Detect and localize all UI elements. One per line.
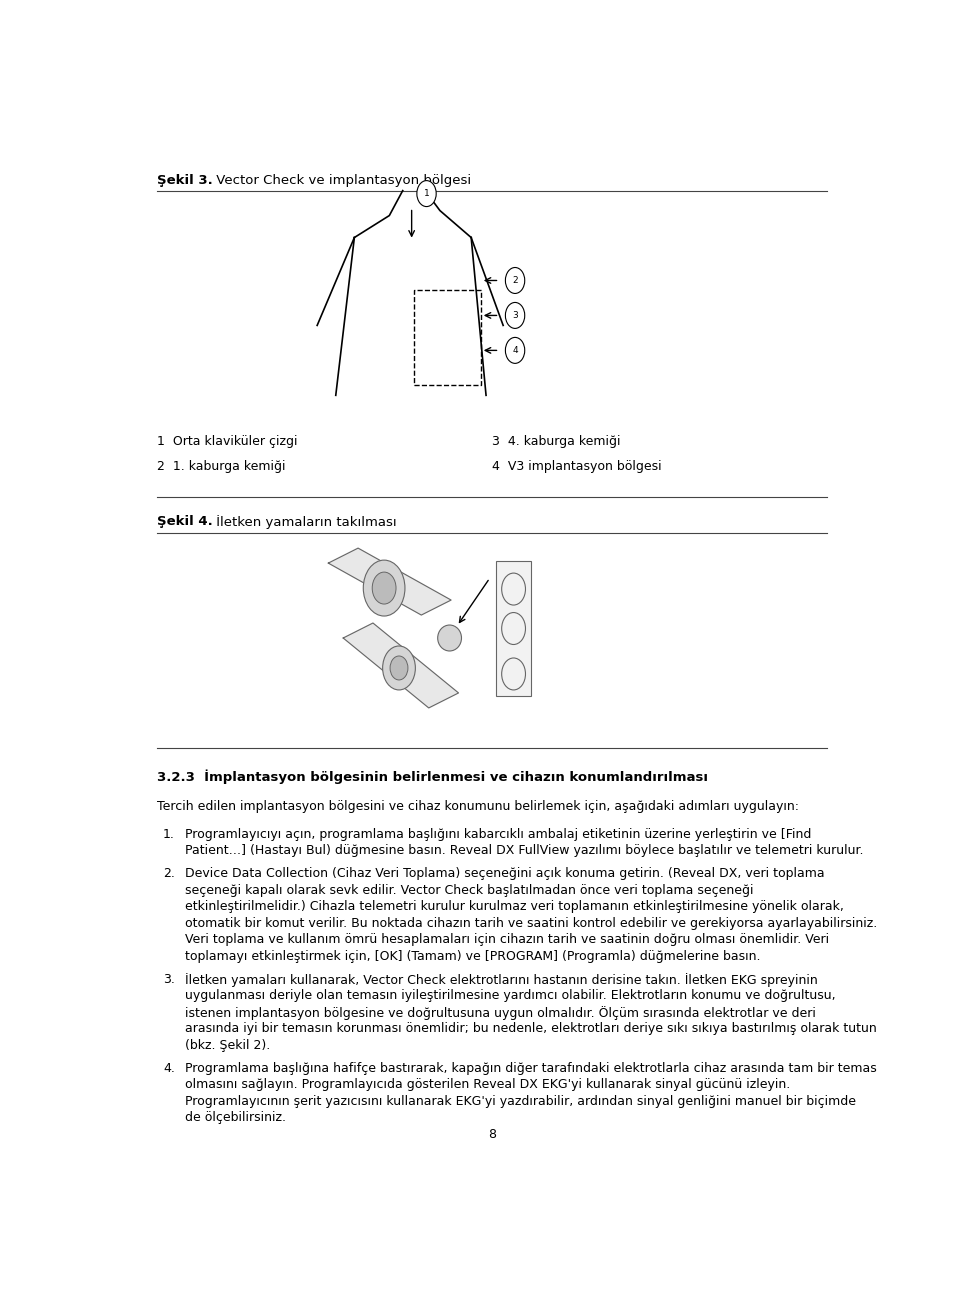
- Text: etkinleştirilmelidir.) Cihazla telemetri kurulur kurulmaz veri toplamanın etkinl: etkinleştirilmelidir.) Cihazla telemetri…: [185, 900, 845, 913]
- Polygon shape: [328, 549, 451, 615]
- Text: Veri toplama ve kullanım ömrü hesaplamaları için cihazın tarih ve saatinin doğru: Veri toplama ve kullanım ömrü hesaplamal…: [185, 934, 829, 947]
- Circle shape: [383, 646, 416, 690]
- Text: de ölçebilirsiniz.: de ölçebilirsiniz.: [185, 1112, 286, 1124]
- Text: 3  4. kaburga kemiği: 3 4. kaburga kemiği: [492, 436, 620, 449]
- Text: 1  Orta klaviküler çizgi: 1 Orta klaviküler çizgi: [157, 436, 298, 449]
- Circle shape: [390, 656, 408, 680]
- Text: Programlayıcıyı açın, programlama başlığını kabarcıklı ambalaj etiketinin üzerin: Programlayıcıyı açın, programlama başlığ…: [185, 827, 812, 840]
- Circle shape: [505, 337, 525, 363]
- Text: 1: 1: [423, 189, 429, 198]
- Text: 3.: 3.: [163, 973, 175, 986]
- Text: Şekil 4.: Şekil 4.: [157, 515, 213, 528]
- Text: 2  1. kaburga kemiği: 2 1. kaburga kemiği: [157, 460, 286, 473]
- Text: Tercih edilen implantasyon bölgesini ve cihaz konumunu belirlemek için, aşağıdak: Tercih edilen implantasyon bölgesini ve …: [157, 800, 799, 813]
- Text: Şekil 3.: Şekil 3.: [157, 174, 213, 187]
- Text: istenen implantasyon bölgesine ve doğrultusuna uygun olmalıdır. Ölçüm sırasında : istenen implantasyon bölgesine ve doğrul…: [185, 1005, 816, 1019]
- Circle shape: [505, 267, 525, 293]
- Circle shape: [363, 560, 405, 616]
- Text: 2.: 2.: [163, 868, 175, 881]
- Text: 4: 4: [513, 346, 517, 355]
- Text: 3: 3: [513, 311, 518, 320]
- Text: Vector Check ve implantasyon bölgesi: Vector Check ve implantasyon bölgesi: [211, 174, 470, 187]
- Circle shape: [417, 180, 436, 206]
- Text: 4.: 4.: [163, 1062, 175, 1075]
- Text: arasında iyi bir temasın korunması önemlidir; bu nedenle, elektrotları deriye sı: arasında iyi bir temasın korunması öneml…: [185, 1022, 877, 1035]
- Text: 2: 2: [513, 276, 517, 285]
- Text: 3.2.3  İmplantasyon bölgesinin belirlenmesi ve cihazın konumlandırılması: 3.2.3 İmplantasyon bölgesinin belirlenme…: [157, 770, 708, 785]
- Text: Programlama başlığına hafifçe bastırarak, kapağın diğer tarafındaki elektrotlarl: Programlama başlığına hafifçe bastırarak…: [185, 1062, 877, 1075]
- FancyBboxPatch shape: [495, 562, 532, 696]
- Polygon shape: [344, 623, 459, 708]
- Text: (bkz. Şekil 2).: (bkz. Şekil 2).: [185, 1039, 271, 1052]
- Text: seçeneği kapalı olarak sevk edilir. Vector Check başlatılmadan önce veri toplama: seçeneği kapalı olarak sevk edilir. Vect…: [185, 883, 754, 896]
- Text: olmasını sağlayın. Programlayıcıda gösterilen Reveal DX EKG'yi kullanarak sinyal: olmasını sağlayın. Programlayıcıda göste…: [185, 1078, 791, 1091]
- Text: 4  V3 implantasyon bölgesi: 4 V3 implantasyon bölgesi: [492, 460, 661, 473]
- Text: Patient…] (Hastayı Bul) düğmesine basın. Reveal DX FullView yazılımı böylece baş: Patient…] (Hastayı Bul) düğmesine basın.…: [185, 844, 864, 857]
- Text: toplamayı etkinleştirmek için, [OK] (Tamam) ve [PROGRAM] (Programla) düğmelerine: toplamayı etkinleştirmek için, [OK] (Tam…: [185, 949, 761, 962]
- Circle shape: [372, 572, 396, 604]
- Text: 1.: 1.: [163, 827, 175, 840]
- Ellipse shape: [438, 625, 462, 651]
- Text: Programlayıcının şerit yazıcısını kullanarak EKG'yi yazdırabilir, ardından sinya: Programlayıcının şerit yazıcısını kullan…: [185, 1095, 856, 1108]
- Text: uygulanması deriyle olan temasın iyileştirilmesine yardımcı olabilir. Elektrotla: uygulanması deriyle olan temasın iyileşt…: [185, 990, 836, 1003]
- Circle shape: [505, 302, 525, 328]
- Text: İletken yamaların takılması: İletken yamaların takılması: [211, 515, 396, 529]
- Text: 8: 8: [488, 1128, 496, 1141]
- Text: İletken yamaları kullanarak, Vector Check elektrotlarını hastanın derisine takın: İletken yamaları kullanarak, Vector Chec…: [185, 973, 818, 987]
- Text: otomatik bir komut verilir. Bu noktada cihazın tarih ve saatini kontrol edebilir: otomatik bir komut verilir. Bu noktada c…: [185, 917, 877, 930]
- Text: Device Data Collection (Cihaz Veri Toplama) seçeneğini açık konuma getirin. (Rev: Device Data Collection (Cihaz Veri Topla…: [185, 868, 825, 881]
